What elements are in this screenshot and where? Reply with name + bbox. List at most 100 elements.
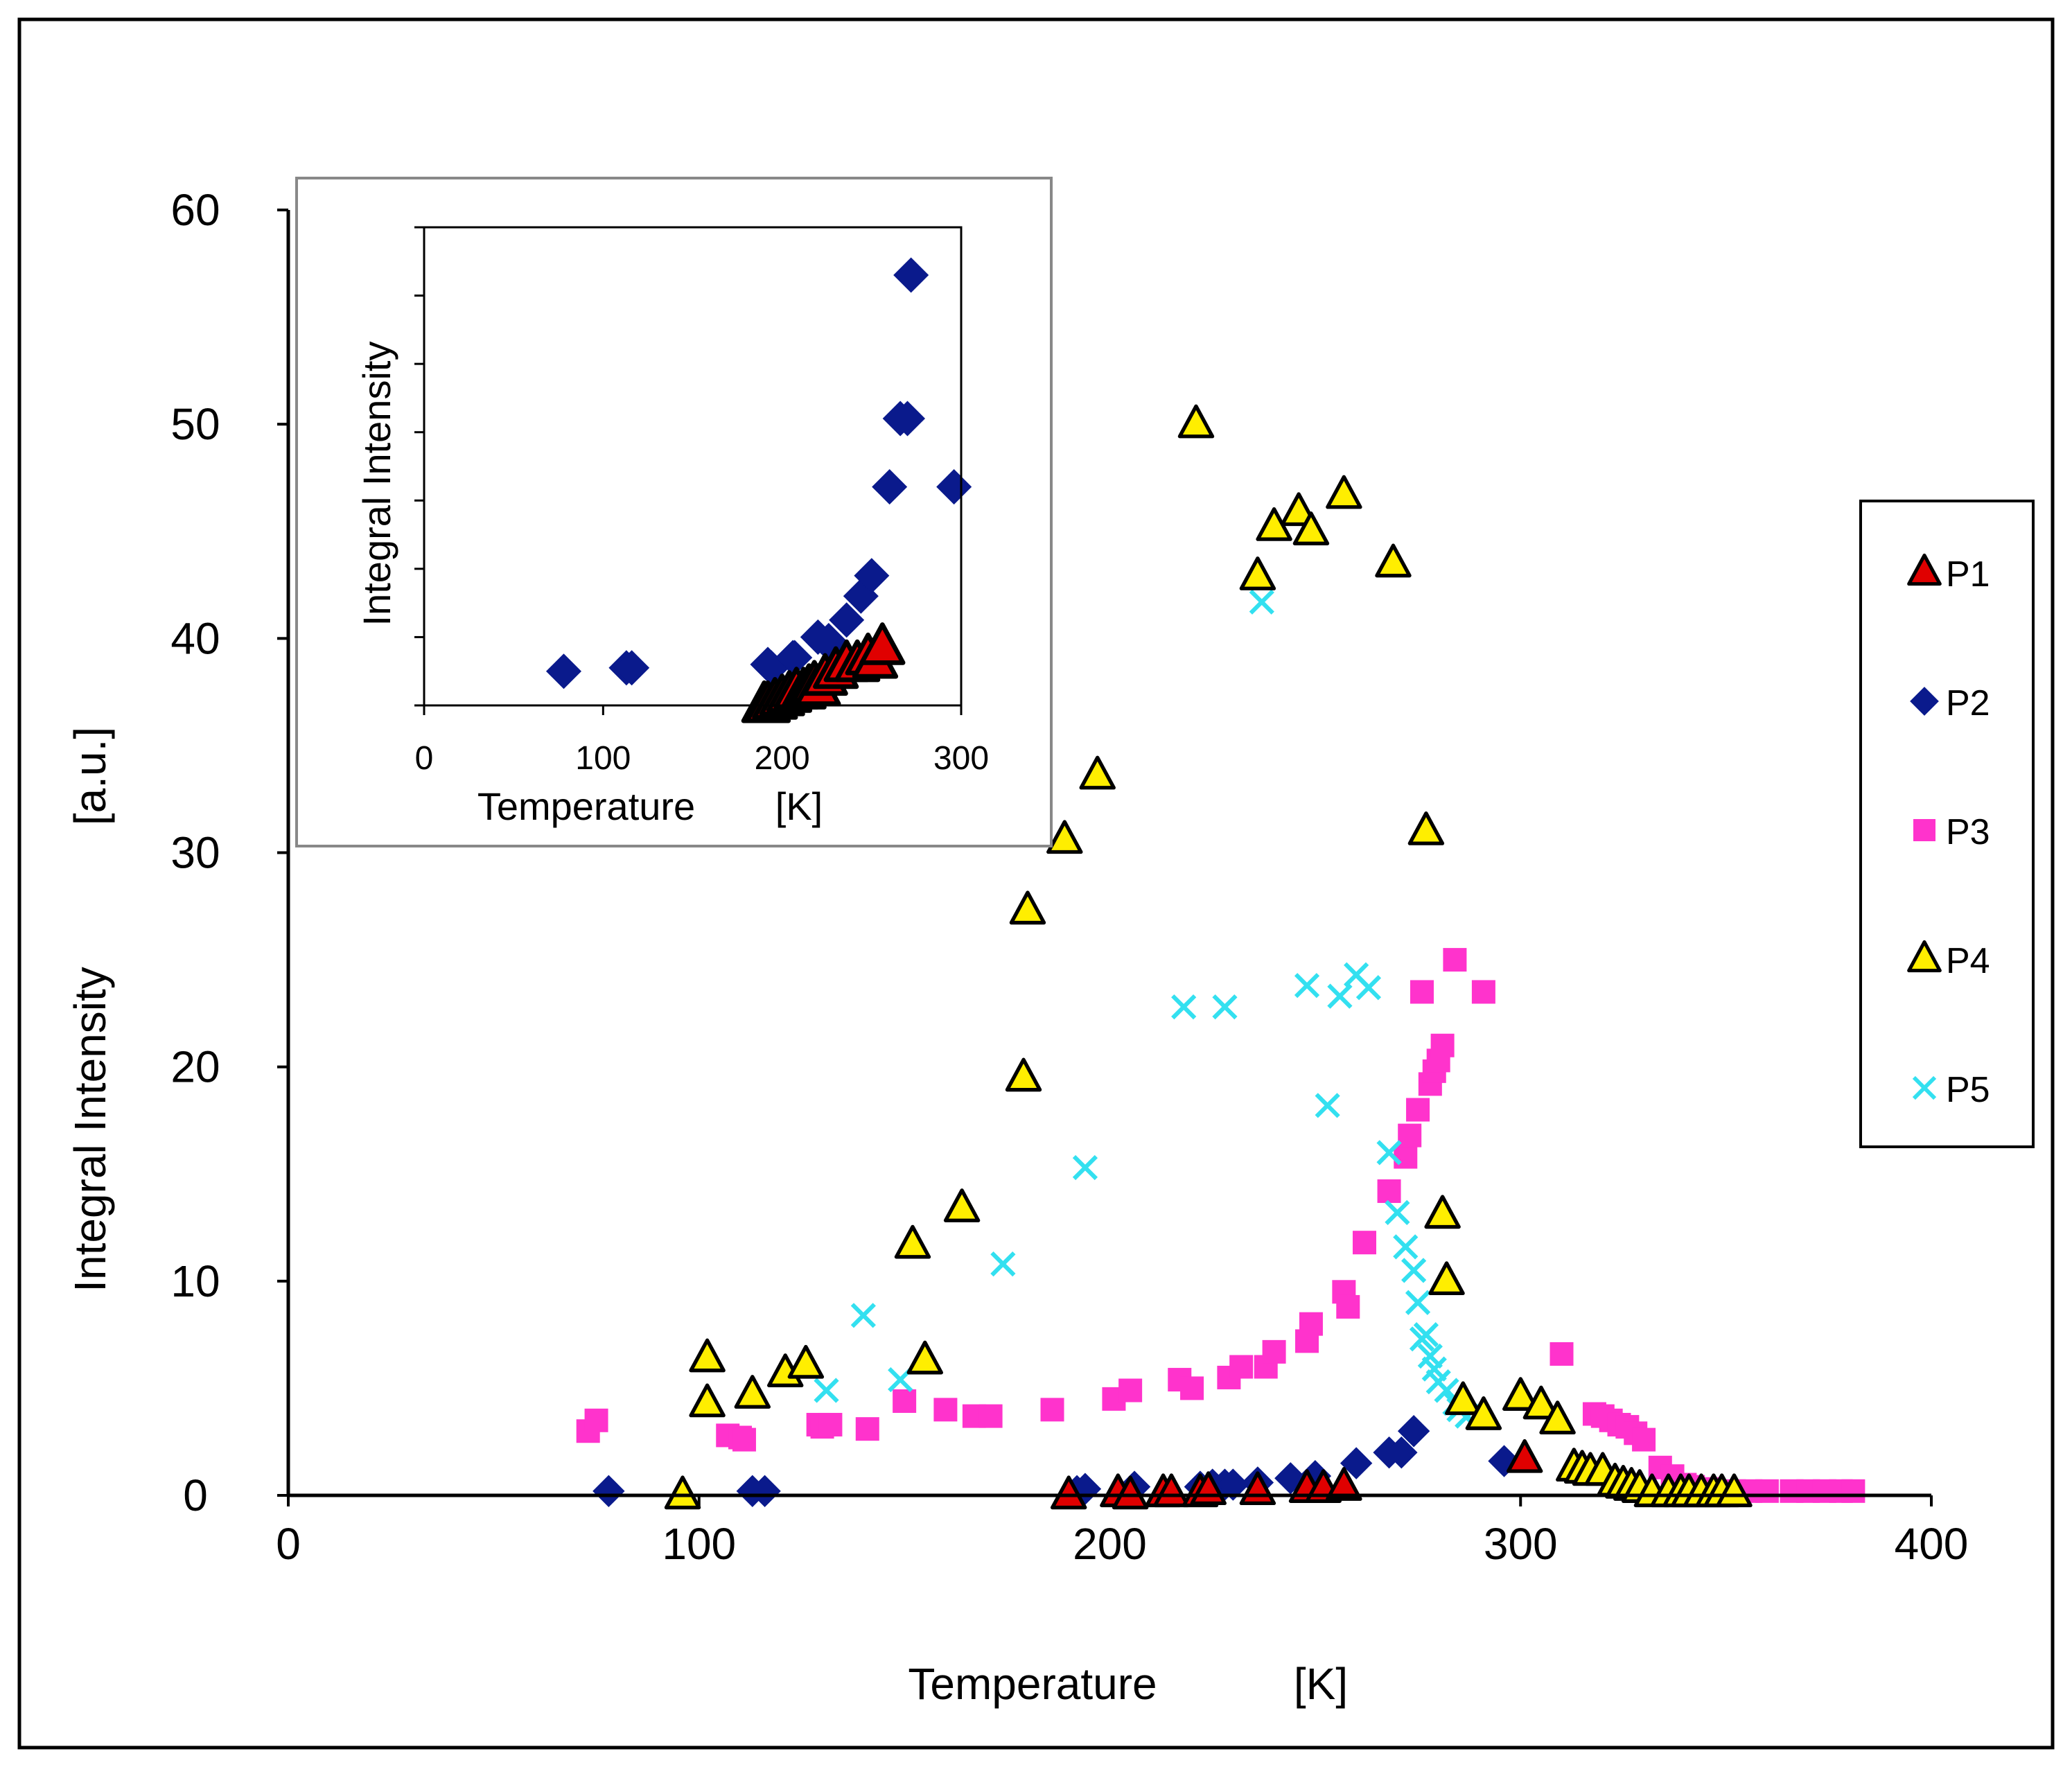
y-axis-unit: [a.u.] (65, 727, 115, 825)
inset-x-tick-label: 200 (755, 740, 810, 777)
data-point-p3 (1180, 1376, 1204, 1400)
data-point-p5 (990, 1251, 1016, 1277)
legend-item-p1: P1 (1907, 553, 1990, 595)
inset-data-point-p2 (545, 653, 582, 689)
data-point-p4 (1465, 1396, 1502, 1430)
inset-series-p2 (545, 257, 972, 689)
y-axis-title: Integral Intensity (65, 967, 115, 1292)
data-point-p4 (1424, 1195, 1461, 1229)
data-point-p2 (1397, 1415, 1430, 1448)
data-point-p3 (1394, 1145, 1418, 1169)
x-axis-title: Temperature (908, 1659, 1157, 1709)
legend-item-p4: P4 (1907, 940, 1990, 981)
inset-x-axis-unit: [K] (775, 784, 823, 828)
inset-frame (295, 177, 1053, 847)
y-tick-label: 10 (170, 1256, 220, 1306)
y-tick-label: 40 (170, 613, 220, 663)
data-point-p3 (893, 1389, 917, 1413)
inset-data-point-p2 (854, 558, 890, 594)
inset-data-point-p2 (872, 469, 908, 505)
y-tick-label: 60 (170, 185, 220, 235)
data-point-p3 (732, 1427, 756, 1452)
main-chart: 0 10 20 30 40 50 60 0 100 200 300 400 Temperature [… (65, 185, 1968, 1709)
data-point-p1 (1051, 1475, 1087, 1510)
data-point-p3 (1398, 1123, 1422, 1148)
inset-y-axis-title: Integral Intensity (355, 342, 398, 626)
x-tick-label: 200 (1073, 1519, 1147, 1569)
inset-data-point-p2 (936, 469, 972, 505)
data-point-p2 (748, 1475, 781, 1508)
data-point-p4 (1005, 1057, 1042, 1092)
data-point-p4 (1079, 755, 1116, 790)
y-tick-label: 0 (183, 1470, 208, 1520)
y-tick-label: 50 (170, 399, 220, 449)
data-point-p4 (1280, 492, 1317, 527)
data-point-p3 (855, 1417, 879, 1441)
data-point-p4 (664, 1475, 701, 1510)
data-point-p5 (1249, 589, 1274, 615)
legend-marker-p5 (1912, 1075, 1937, 1100)
inset-plot-border (423, 226, 963, 707)
data-point-p3 (1549, 1342, 1574, 1366)
data-point-p4 (1326, 475, 1362, 509)
data-point-p4 (1502, 1377, 1539, 1411)
data-point-p4 (1428, 1261, 1465, 1296)
legend-item-p3: P3 (1913, 812, 1990, 852)
series-p1 (1051, 1439, 1543, 1510)
data-point-p4 (787, 1344, 825, 1379)
series-p4 (664, 404, 1753, 1510)
series-p3 (576, 948, 1865, 1503)
data-point-p4 (1716, 1473, 1753, 1508)
inset-data-point-p2 (889, 401, 926, 437)
data-point-p5 (1405, 1290, 1431, 1315)
data-point-p5 (1355, 975, 1382, 1001)
legend-label: P4 (1946, 941, 1990, 981)
data-point-p2 (592, 1475, 625, 1508)
data-point-p3 (1299, 1312, 1323, 1336)
data-point-p3 (1377, 1179, 1401, 1203)
data-point-p1 (1153, 1473, 1190, 1508)
data-point-p3 (584, 1408, 608, 1432)
data-point-p4 (1239, 556, 1276, 590)
legend-box (1859, 500, 2035, 1148)
data-point-p3 (1353, 1231, 1377, 1255)
data-point-p4 (689, 1383, 726, 1418)
data-point-p3 (1118, 1378, 1143, 1403)
legend-marker-p1 (1907, 553, 1942, 586)
data-point-p4 (1009, 890, 1046, 925)
data-point-p5 (814, 1378, 839, 1403)
data-point-p3 (1430, 1033, 1455, 1057)
inset-data-point-p2 (614, 650, 650, 686)
data-point-p5 (1171, 994, 1197, 1020)
data-point-p2 (1340, 1447, 1373, 1479)
data-point-p4 (1445, 1381, 1482, 1416)
data-point-p1 (1112, 1475, 1149, 1510)
data-point-p1 (1506, 1439, 1543, 1473)
data-point-p4 (1177, 404, 1215, 439)
data-point-p4 (1539, 1400, 1576, 1435)
legend-marker-p4 (1907, 940, 1942, 973)
legend-item-p2: P2 (1910, 683, 1990, 723)
data-point-p3 (1406, 1098, 1430, 1122)
data-point-p3 (1229, 1355, 1254, 1379)
data-point-p3 (1755, 1479, 1779, 1503)
data-point-p3 (818, 1412, 843, 1436)
data-point-p3 (1336, 1294, 1360, 1319)
data-point-p5 (1212, 994, 1238, 1020)
y-tick-label: 30 (170, 828, 220, 878)
data-point-p3 (1040, 1398, 1064, 1422)
inset-chart: 0 100 200 300 Temperature [K] Integral Inte… (295, 177, 1053, 847)
legend-item-p5: P5 (1912, 1070, 1990, 1110)
x-tick-label: 0 (276, 1519, 301, 1569)
data-point-p4 (734, 1375, 771, 1409)
data-point-p4 (1046, 820, 1083, 854)
legend: P1 P2 P3 P4 P5 (1859, 500, 2035, 1148)
inset-data-point-p2 (893, 257, 929, 293)
data-point-p2 (1274, 1462, 1307, 1495)
inset-data-point-p2 (777, 640, 813, 676)
inset-data-point-p2 (829, 602, 865, 638)
data-point-p4 (894, 1224, 931, 1259)
legend-marker-p3 (1913, 819, 1935, 841)
data-point-p1 (1326, 1467, 1362, 1501)
